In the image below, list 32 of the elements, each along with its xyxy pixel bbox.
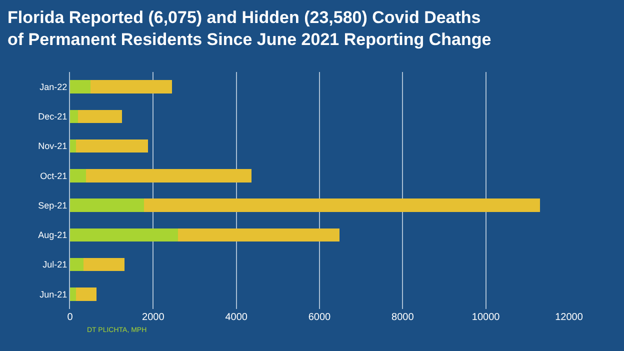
bar (83, 258, 124, 272)
y-tick-label: Nov-21 (38, 141, 68, 152)
bar (76, 288, 97, 301)
bar (70, 139, 76, 153)
bar (78, 110, 122, 124)
chart-title: Florida Reported (6,075) and Hidden (23,580) Covid Deaths of Permanent Residents Since June 2021 Reporting Change (7, 8, 492, 49)
bar (70, 288, 76, 301)
x-tick-label: 10000 (472, 312, 500, 323)
y-tick-label: Jan-22 (40, 82, 68, 92)
bar (70, 258, 84, 272)
bar (70, 169, 86, 182)
bar (86, 169, 252, 182)
bar (70, 198, 144, 212)
y-tick-label: Dec-21 (38, 112, 68, 122)
x-tick-label: 6000 (308, 312, 332, 323)
bar (178, 228, 340, 242)
bar (144, 198, 540, 212)
y-tick-label: Sep-21 (38, 200, 68, 210)
x-tick-label: 12000 (555, 312, 584, 323)
x-tick-label: 8000 (392, 312, 414, 323)
y-tick-label: Jun-21 (40, 289, 68, 300)
bar (76, 139, 148, 153)
bar (70, 228, 178, 242)
y-tick-label: Aug-21 (38, 230, 68, 240)
x-tick-label: 2000 (142, 312, 165, 323)
bar (70, 80, 90, 94)
y-tick-label: Oct-21 (40, 170, 68, 181)
bar (70, 110, 78, 124)
y-tick-label: Jul-21 (42, 260, 68, 270)
x-tick-label: 4000 (225, 312, 248, 323)
x-tick-label: 0 (67, 312, 74, 323)
bar (90, 80, 172, 94)
